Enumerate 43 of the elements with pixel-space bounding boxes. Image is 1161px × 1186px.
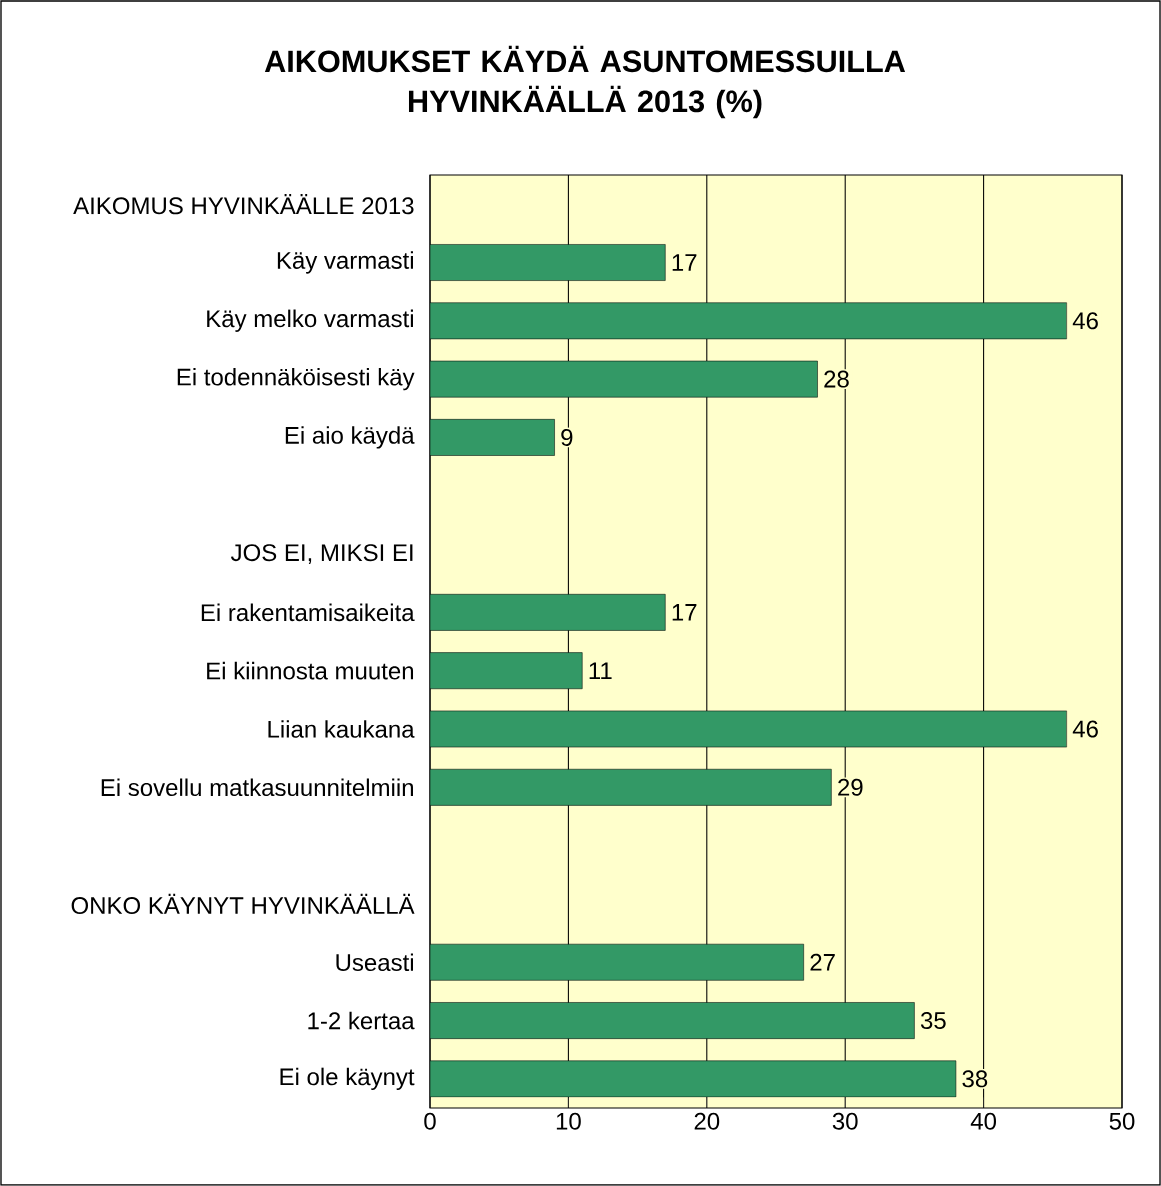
bar bbox=[430, 652, 583, 690]
data-label: 46 bbox=[1072, 720, 1098, 738]
y-tick-label: Liian kaukana bbox=[268, 720, 415, 738]
y-tick-label: 1-2 kertaa bbox=[308, 1011, 415, 1030]
y-tick-label: AIKOMUS HYVINKÄÄLLE 2013 bbox=[73, 194, 414, 215]
y-tick-label: ONKO KÄYNYT HYVINKÄÄLLÄ bbox=[71, 893, 415, 915]
bar bbox=[430, 710, 1067, 748]
bar bbox=[430, 302, 1067, 340]
y-tick-label: Ei kiinnosta muuten bbox=[207, 661, 414, 680]
y-tick-label: Ei ole käynyt bbox=[280, 1067, 415, 1091]
x-tick-label: 20 bbox=[694, 1112, 720, 1130]
y-tick-label: JOS EI, MIKSI EI bbox=[230, 544, 413, 564]
bar bbox=[430, 1060, 957, 1098]
data-label: 11 bbox=[589, 662, 612, 679]
x-tick-label: 0 bbox=[424, 1112, 436, 1130]
y-tick-label: Ei todennäköisesti käy bbox=[177, 367, 415, 391]
chart-title: AIKOMUKSET KÄYDÄ ASUNTOMESSUILLA HYVINKÄÄLLÄ 2013 (%) bbox=[264, 45, 906, 119]
y-tick-label: Käy melko varmasti bbox=[207, 309, 413, 332]
data-label: 17 bbox=[672, 254, 697, 271]
x-tick-label: 40 bbox=[970, 1112, 997, 1130]
y-tick-label: Käy varmasti bbox=[277, 251, 413, 274]
x-tick-label: 30 bbox=[832, 1112, 858, 1130]
bar bbox=[430, 419, 555, 456]
data-label: 46 bbox=[1072, 312, 1098, 330]
bar bbox=[430, 768, 832, 806]
y-tick-label: Useasti bbox=[336, 953, 413, 972]
data-label: 28 bbox=[824, 370, 849, 388]
data-label: 35 bbox=[920, 1012, 946, 1030]
x-tick-label: 50 bbox=[1109, 1112, 1135, 1130]
data-label: 17 bbox=[672, 604, 697, 621]
bar bbox=[430, 1002, 915, 1039]
data-label: 9 bbox=[561, 428, 573, 446]
bar bbox=[430, 594, 666, 631]
bar bbox=[430, 244, 666, 281]
y-tick-label: Ei aio käydä bbox=[285, 426, 415, 449]
bar bbox=[430, 360, 818, 398]
bar bbox=[430, 943, 804, 981]
data-label: 29 bbox=[838, 778, 863, 796]
data-label: 27 bbox=[810, 953, 835, 971]
data-label: 38 bbox=[962, 1070, 988, 1088]
y-tick-label: Ei sovellu matkasuunnitelmiin bbox=[101, 778, 413, 797]
y-tick-label: Ei rakentamisaikeita bbox=[201, 603, 415, 622]
x-tick-label: 10 bbox=[556, 1112, 581, 1130]
